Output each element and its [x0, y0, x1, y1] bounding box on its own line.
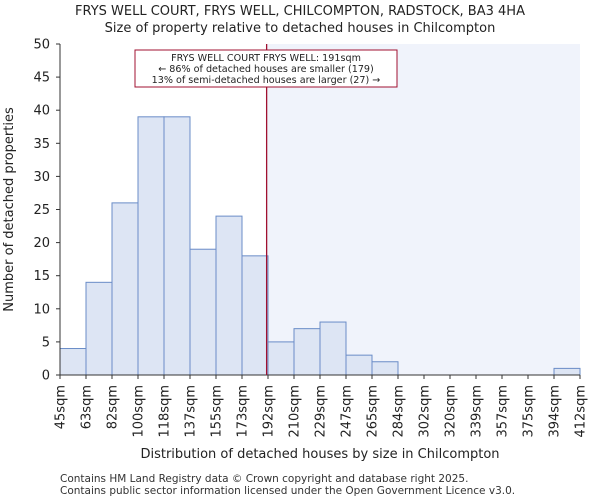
histogram-bar [189, 248, 217, 376]
x-tick-label: 82sqm [106, 385, 121, 429]
x-tick-label: 155sqm [210, 385, 225, 438]
y-tick-label: 0 [42, 369, 50, 384]
chart-subtitle: Size of property relative to detached ho… [104, 21, 496, 36]
x-tick-label: 357sqm [496, 385, 511, 438]
x-tick-label: 394sqm [548, 385, 563, 438]
histogram-bar [137, 116, 165, 376]
annotation-box [134, 49, 398, 88]
y-tick-label: 10 [33, 302, 50, 317]
histogram-bar [215, 215, 243, 376]
chart-title: FRYS WELL COURT, FRYS WELL, CHILCOMPTON,… [75, 4, 525, 19]
x-tick-label: 210sqm [288, 385, 303, 438]
histogram-bar [163, 116, 191, 376]
x-tick-label: 284sqm [392, 385, 407, 438]
y-tick-label: 5 [42, 335, 50, 350]
histogram-bar [553, 367, 581, 376]
x-tick-label: 412sqm [574, 385, 589, 438]
x-tick-label: 173sqm [236, 385, 251, 438]
x-tick-label: 339sqm [470, 385, 485, 438]
x-tick-label: 100sqm [132, 385, 147, 438]
histogram-bar [111, 202, 139, 376]
x-tick-label: 63sqm [80, 385, 95, 429]
histogram-bar [319, 321, 347, 376]
histogram-bar [267, 341, 295, 376]
annotation-line-1: FRYS WELL COURT FRYS WELL: 191sqm [171, 53, 361, 64]
x-axis-title: Distribution of detached houses by size … [140, 447, 499, 462]
histogram-bar [293, 328, 321, 376]
histogram-bar [59, 348, 87, 376]
x-tick-label: 247sqm [340, 385, 355, 438]
y-tick-label: 15 [33, 269, 50, 284]
y-tick-label: 40 [33, 104, 50, 119]
y-tick-label: 20 [33, 236, 50, 251]
x-tick-label: 118sqm [158, 385, 173, 438]
x-tick-label: 229sqm [314, 385, 329, 438]
x-tick-label: 265sqm [366, 385, 381, 438]
x-tick-label: 192sqm [262, 385, 277, 438]
y-tick-label: 50 [33, 38, 50, 53]
y-tick-label: 35 [33, 137, 50, 152]
histogram-bar [241, 255, 269, 376]
histogram-bar [371, 361, 399, 376]
y-tick-label: 30 [33, 170, 50, 185]
x-tick-label: 45sqm [54, 385, 69, 429]
footer-licence: Contains public sector information licen… [60, 485, 516, 497]
histogram-bar [345, 354, 373, 376]
footer-copyright: Contains HM Land Registry data © Crown c… [60, 473, 469, 485]
x-tick-label: 302sqm [418, 385, 433, 438]
y-tick-label: 45 [33, 71, 50, 86]
x-tick-label: 320sqm [444, 385, 459, 438]
annotation-line-3: 13% of semi-detached houses are larger (… [152, 75, 381, 86]
larger-region-shade [266, 44, 580, 375]
x-tick-label: 137sqm [184, 385, 199, 438]
annotation-line-2: ← 86% of detached houses are smaller (17… [158, 64, 374, 75]
y-tick-label: 25 [33, 203, 50, 218]
x-tick-label: 375sqm [522, 385, 537, 438]
histogram-bar [85, 281, 113, 376]
y-axis-title: Number of detached properties [2, 107, 17, 312]
